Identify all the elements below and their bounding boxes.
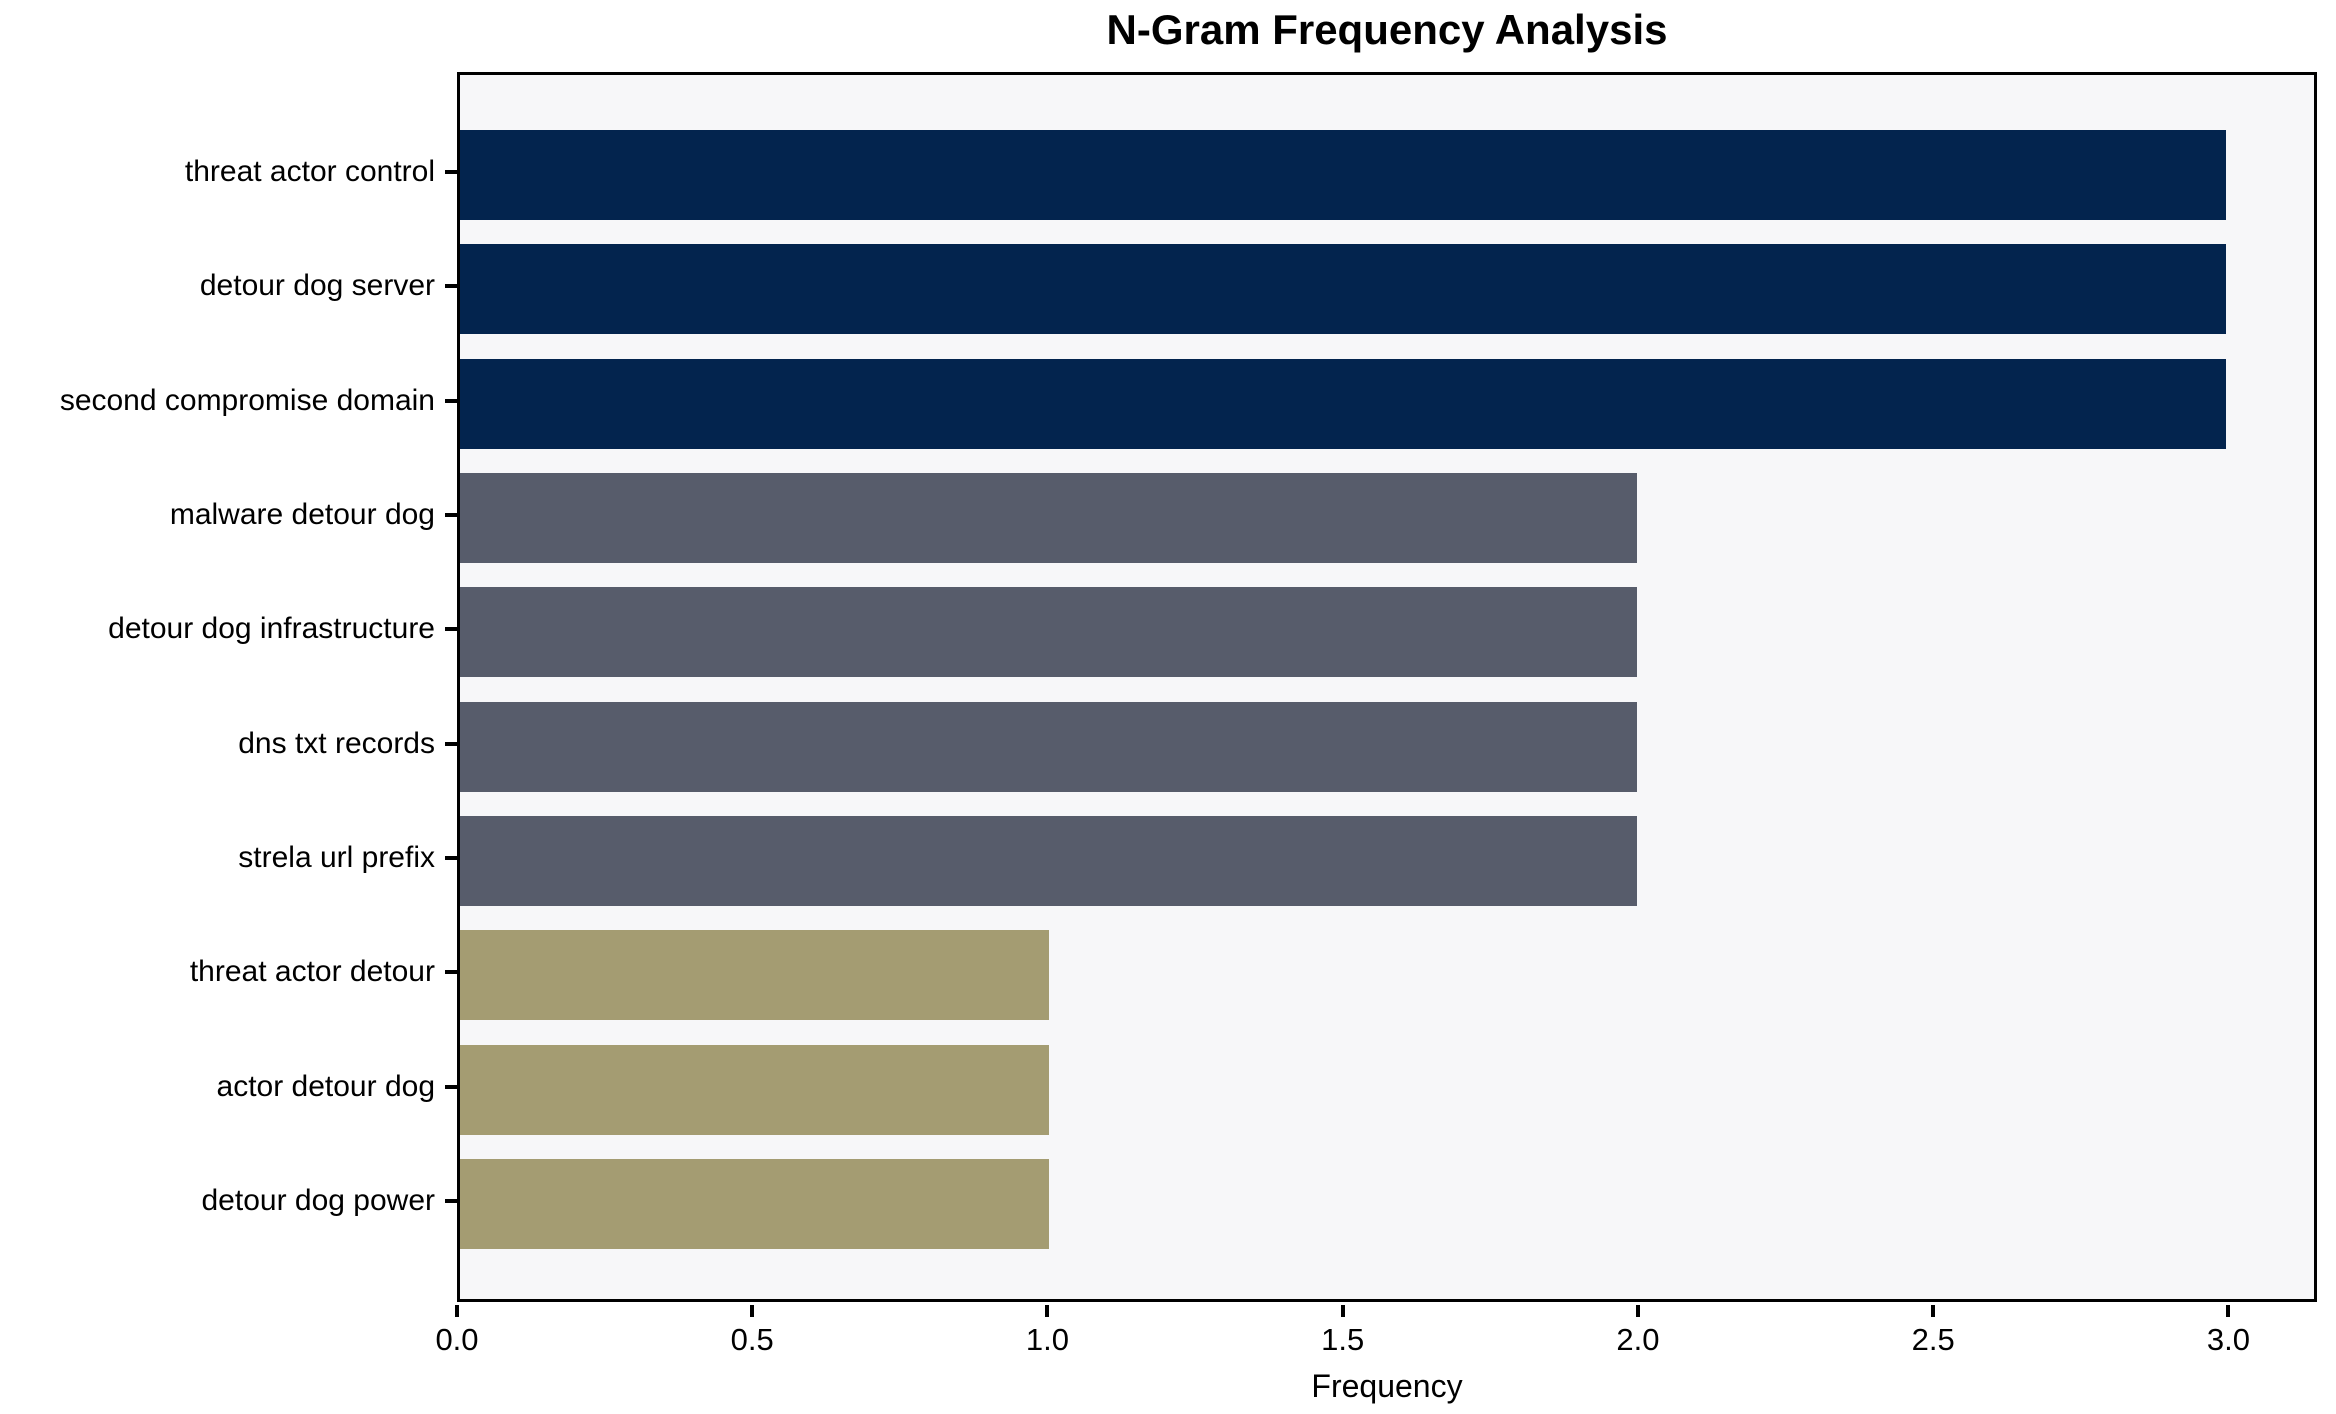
chart-title: N-Gram Frequency Analysis (1106, 6, 1668, 53)
y-tick-label: malware detour dog (169, 497, 435, 531)
x-tick-label: 3.0 (2206, 1322, 2250, 1357)
bar-threat-actor-control (460, 130, 2226, 220)
y-tick-mark (445, 1198, 457, 1203)
y-tick-label: strela url prefix (238, 840, 435, 874)
y-tick-mark (445, 1084, 457, 1089)
x-tick-label: 2.5 (1911, 1322, 1955, 1357)
x-tick-label: 1.5 (1321, 1322, 1365, 1357)
y-tick-label: detour dog infrastructure (108, 612, 435, 646)
y-tick-label: detour dog power (201, 1183, 436, 1217)
bar-actor-detour-dog (460, 1044, 1049, 1135)
bar-detour-dog-infrastructure (460, 587, 1638, 678)
x-tick-mark (1340, 1305, 1345, 1317)
bar-dns-txt-records (460, 701, 1638, 792)
y-tick-mark (445, 970, 457, 975)
y-tick-label: detour dog server (199, 269, 435, 303)
y-tick-label: second compromise domain (59, 383, 435, 417)
bar-detour-dog-server (460, 244, 2226, 335)
x-tick-mark (2226, 1305, 2231, 1317)
x-tick-label: 2.0 (1616, 1322, 1660, 1357)
y-tick-label: threat actor control (184, 155, 435, 188)
bar-malware-detour-dog (460, 472, 1638, 563)
x-tick-mark (750, 1305, 755, 1317)
y-tick-mark (445, 170, 457, 174)
bar-strela-url-prefix (460, 815, 1638, 906)
y-tick-mark (445, 855, 457, 860)
x-tick-mark (1635, 1305, 1640, 1317)
bar-threat-actor-detour (460, 930, 1049, 1021)
x-axis-label: Frequency (1311, 1368, 1463, 1404)
y-tick-mark (445, 627, 457, 632)
x-tick-label: 0.0 (435, 1322, 479, 1357)
y-tick-mark (445, 741, 457, 746)
bar-detour-dog-power (460, 1158, 1049, 1249)
y-tick-label: dns txt records (238, 726, 435, 760)
x-tick-mark (1931, 1305, 1936, 1317)
y-tick-mark (445, 512, 457, 517)
x-tick-label: 1.0 (1025, 1322, 1070, 1357)
x-tick-label: 0.5 (730, 1322, 774, 1357)
y-tick-label: threat actor detour (189, 955, 435, 989)
y-tick-mark (445, 398, 457, 403)
x-tick-mark (455, 1305, 459, 1317)
y-tick-label: actor detour dog (216, 1069, 435, 1103)
plot-area (457, 72, 2317, 1302)
bar-second-compromise-domain (460, 358, 2226, 449)
y-tick-mark (445, 284, 457, 289)
x-tick-mark (1045, 1305, 1050, 1317)
